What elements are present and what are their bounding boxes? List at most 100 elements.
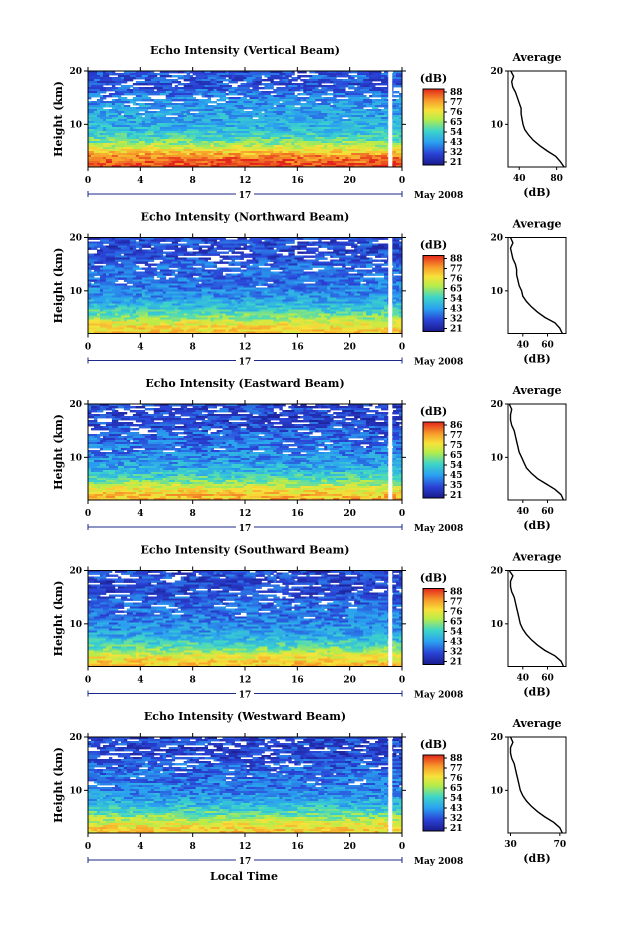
heatmap-cell: [348, 157, 352, 160]
heatmap-cell: [222, 139, 229, 142]
heatmap-cell: [174, 121, 179, 124]
heatmap-cell: [237, 85, 250, 88]
heatmap-cell: [225, 424, 238, 427]
heatmap-cell: [294, 121, 304, 124]
heatmap-cell: [396, 436, 403, 439]
heatmap-cell: [267, 245, 280, 248]
heatmap-cell: [129, 418, 134, 421]
heatmap-cell: [327, 299, 337, 302]
heatmap-cell: [276, 87, 289, 90]
heatmap-cell: [345, 309, 352, 312]
heatmap-cell: [312, 93, 325, 96]
heatmap-cell: [126, 277, 134, 280]
heatmap-cell: [144, 408, 155, 411]
heatmap-cell: [333, 89, 343, 92]
heatmap-cell: [375, 137, 385, 140]
heatmap-cell: [273, 145, 283, 148]
heatmap-cell: [258, 454, 271, 457]
heatmap-cell: [255, 103, 268, 106]
heatmap-cell: [204, 414, 209, 417]
heatmap-cell: [207, 161, 212, 164]
heatmap-cell: [285, 119, 289, 122]
heatmap-cell: [138, 297, 143, 300]
heatmap-cell: [342, 79, 352, 82]
heatmap-cell: [165, 243, 179, 246]
heatmap-cell: [132, 91, 146, 94]
heatmap-cell: [168, 432, 176, 435]
heatmap-cell: [378, 315, 385, 318]
heatmap-cell: [285, 97, 298, 100]
heatmap-cell: [96, 127, 104, 130]
heatmap-cell: [144, 253, 158, 256]
heatmap-cell: [249, 93, 256, 96]
heatmap-cell: [234, 327, 238, 330]
heatmap-cell: [147, 311, 158, 314]
heatmap-cell: [135, 410, 146, 413]
heatmap-cell: [195, 137, 209, 140]
heatmap-cell: [189, 448, 203, 451]
heatmap-cell: [135, 424, 146, 427]
heatmap-cell: [204, 121, 212, 124]
heatmap-cell: [165, 105, 170, 108]
heatmap-cell: [381, 454, 388, 457]
heatmap-cell: [249, 99, 259, 102]
heatmap-cell: [219, 165, 226, 168]
heatmap-cell: [333, 420, 346, 423]
heatmap-cell: [204, 163, 209, 166]
heatmap-cell: [228, 408, 235, 411]
heatmap-cell: [150, 165, 164, 168]
heatmap-cell: [219, 241, 229, 244]
heatmap-cell: [282, 321, 289, 324]
heatmap-cell: [330, 422, 337, 425]
heatmap-cell: [132, 311, 137, 314]
heatmap-cell: [270, 315, 274, 318]
heatmap-cell: [282, 249, 295, 252]
heatmap-cell: [360, 83, 370, 86]
heatmap-cell: [330, 287, 340, 290]
heatmap-cell: [162, 141, 167, 144]
heatmap-cell: [279, 422, 289, 425]
heatmap-cell: [303, 129, 307, 132]
heatmap-cell: [336, 277, 349, 280]
heatmap-cell: [369, 331, 382, 334]
heatmap-cell: [88, 295, 101, 298]
heatmap-cell: [351, 446, 364, 449]
heatmap-cell: [282, 135, 295, 138]
heatmap-cell: [360, 311, 364, 314]
heatmap-cell: [345, 418, 358, 421]
heatmap-cell: [315, 133, 325, 136]
heatmap-cell: [372, 73, 382, 76]
heatmap-cell: [318, 422, 331, 425]
heatmap-cell: [237, 243, 247, 246]
heatmap-cell: [315, 311, 319, 314]
heatmap-cell: [279, 273, 283, 276]
heatmap-cell: [132, 265, 140, 268]
heatmap-cell: [88, 81, 98, 84]
heatmap-cell: [153, 163, 167, 166]
heatmap-cell: [204, 422, 217, 425]
heatmap-cell: [258, 125, 265, 128]
heatmap-cell: [306, 113, 316, 116]
heatmap-cell: [312, 161, 322, 164]
heatmap-cell: [285, 149, 298, 152]
heatmap-cell: [360, 404, 364, 407]
heatmap-cell: [222, 155, 232, 158]
heatmap-cell: [267, 135, 271, 138]
heatmap-cell: [198, 103, 209, 106]
heatmap-cell: [327, 281, 337, 284]
heatmap-cell: [132, 279, 146, 282]
heatmap-cell: [183, 123, 197, 126]
heatmap-cell: [258, 321, 262, 324]
heatmap-cell: [231, 287, 238, 290]
heatmap-cell: [273, 311, 277, 314]
heatmap-cell: [198, 127, 206, 130]
heatmap-cell: [141, 420, 146, 423]
heatmap-cell: [300, 325, 310, 328]
heatmap-cell: [129, 297, 134, 300]
heatmap-cell: [312, 131, 319, 134]
heatmap-cell: [240, 139, 247, 142]
heatmap-cell: [246, 137, 250, 140]
heatmap-cell: [303, 299, 307, 302]
heatmap-cell: [351, 261, 358, 264]
heatmap-cell: [393, 265, 397, 268]
